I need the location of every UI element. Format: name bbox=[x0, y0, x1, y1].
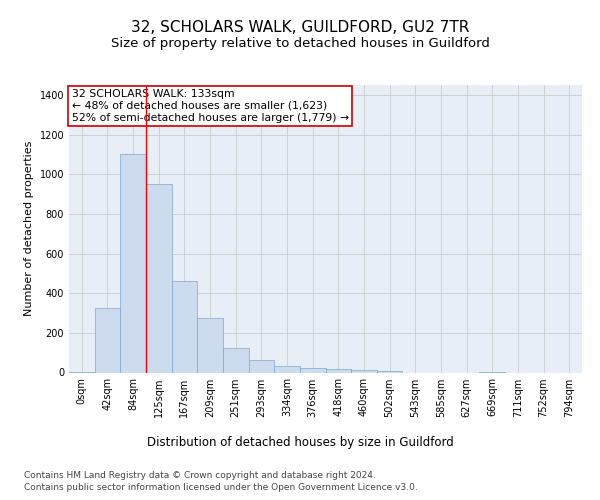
Bar bbox=[197, 318, 223, 372]
Text: 32 SCHOLARS WALK: 133sqm
← 48% of detached houses are smaller (1,623)
52% of sem: 32 SCHOLARS WALK: 133sqm ← 48% of detach… bbox=[71, 90, 349, 122]
Bar bbox=[95, 308, 121, 372]
Text: Contains public sector information licensed under the Open Government Licence v3: Contains public sector information licen… bbox=[24, 482, 418, 492]
Bar bbox=[377, 370, 403, 372]
Bar bbox=[300, 368, 325, 372]
Bar bbox=[146, 184, 172, 372]
Bar bbox=[172, 282, 197, 372]
Text: 32, SCHOLARS WALK, GUILDFORD, GU2 7TR: 32, SCHOLARS WALK, GUILDFORD, GU2 7TR bbox=[131, 20, 469, 35]
Text: Contains HM Land Registry data © Crown copyright and database right 2024.: Contains HM Land Registry data © Crown c… bbox=[24, 472, 376, 480]
Bar bbox=[351, 370, 377, 372]
Bar bbox=[274, 366, 300, 372]
Text: Size of property relative to detached houses in Guildford: Size of property relative to detached ho… bbox=[110, 38, 490, 51]
Bar bbox=[325, 368, 351, 372]
Text: Distribution of detached houses by size in Guildford: Distribution of detached houses by size … bbox=[146, 436, 454, 449]
Bar bbox=[121, 154, 146, 372]
Bar bbox=[248, 360, 274, 372]
Y-axis label: Number of detached properties: Number of detached properties bbox=[24, 141, 34, 316]
Bar bbox=[223, 348, 248, 372]
